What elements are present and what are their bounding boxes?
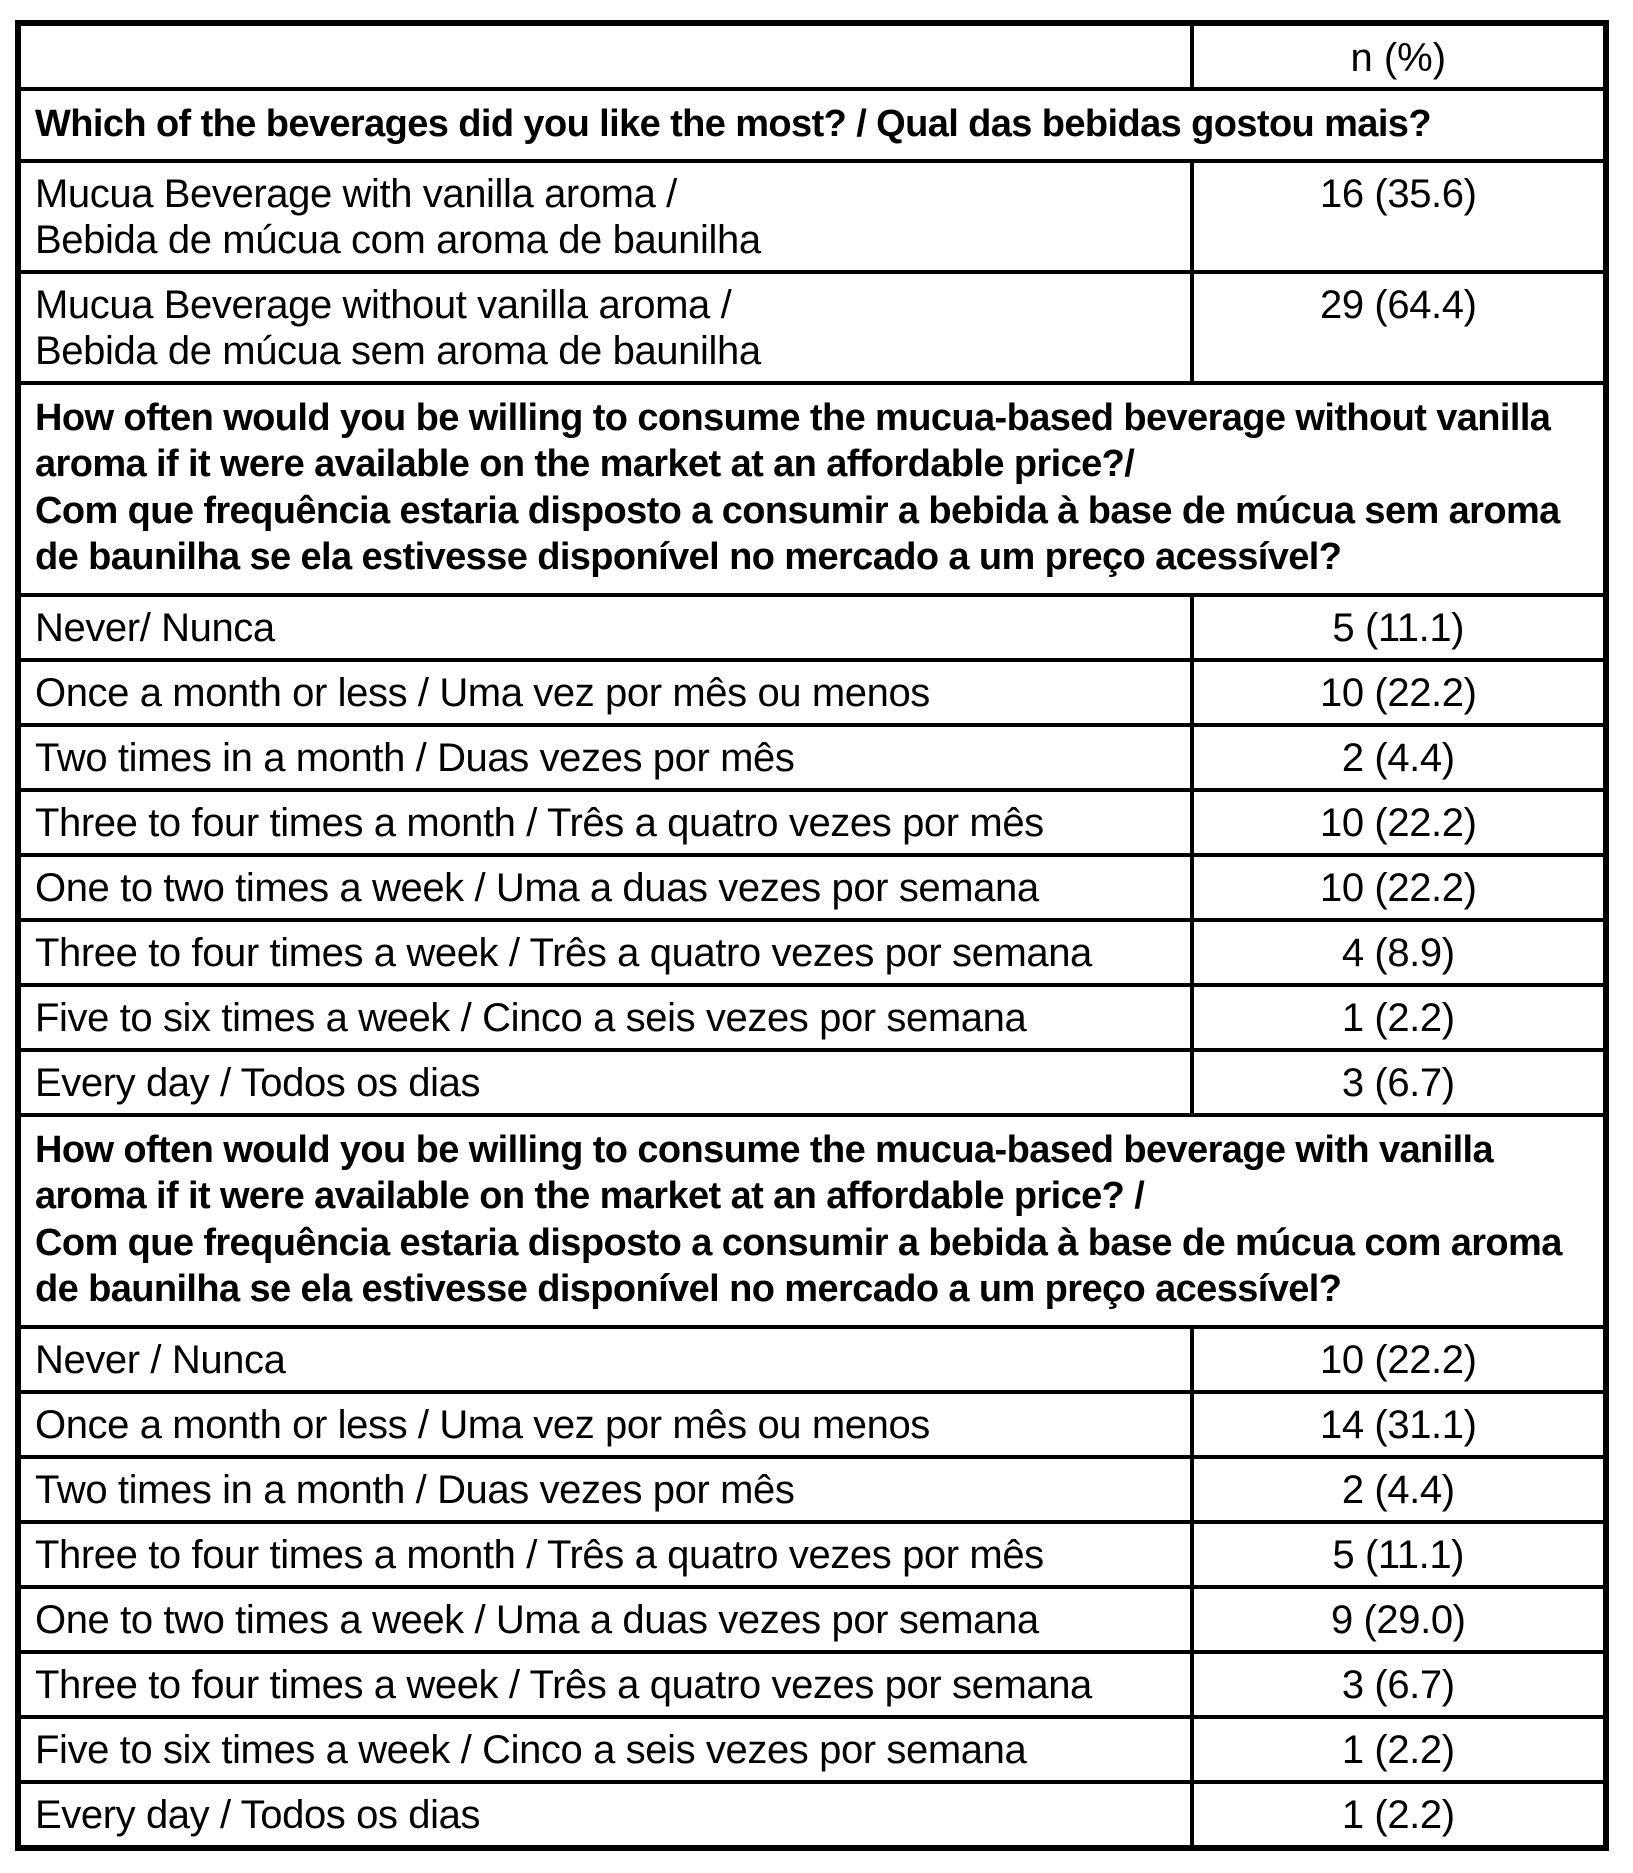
answer-row-three-four-month: Three to four times a month / Três a qua… [16,788,1609,857]
answer-row-once-month: Once a month or less / Uma vez por mês o… [16,1390,1609,1459]
answer-row-five-six-week: Five to six times a week / Cinco a seis … [16,1715,1609,1784]
answer-row-without-vanilla: Mucua Beverage without vanilla aroma / B… [16,270,1609,385]
answer-value-cell: 5 (11.1) [1189,1520,1609,1589]
answer-label-cell: Mucua Beverage with vanilla aroma / Bebi… [16,159,1194,274]
answer-label-cell: One to two times a week / Uma a duas vez… [16,1585,1194,1654]
answer-value-cell: 10 (22.2) [1189,853,1609,922]
answer-value-cell: 1 (2.2) [1189,1715,1609,1784]
answer-row-never: Never/ Nunca 5 (11.1) [16,593,1609,662]
table-header-row: n (%) [16,21,1609,91]
answer-row-three-four-month: Three to four times a month / Três a qua… [16,1520,1609,1589]
answer-row-one-two-week: One to two times a week / Uma a duas vez… [16,1585,1609,1654]
answer-row-with-vanilla: Mucua Beverage with vanilla aroma / Bebi… [16,159,1609,274]
answer-label-cell: Five to six times a week / Cinco a seis … [16,1715,1194,1784]
answer-label-cell: Mucua Beverage without vanilla aroma / B… [16,270,1194,385]
answer-row-never: Never / Nunca 10 (22.2) [16,1325,1609,1394]
answer-row-every-day: Every day / Todos os dias 1 (2.2) [16,1780,1609,1850]
header-n-percent-cell: n (%) [1189,21,1609,91]
answer-label-cell: Five to six times a week / Cinco a seis … [16,983,1194,1052]
answer-value-cell: 3 (6.7) [1189,1650,1609,1719]
answer-value-cell: 10 (22.2) [1189,1325,1609,1394]
answer-label-cell: Three to four times a month / Três a qua… [16,1520,1194,1589]
answer-value-cell: 1 (2.2) [1189,983,1609,1052]
answer-value-cell: 14 (31.1) [1189,1390,1609,1459]
answer-value-cell: 16 (35.6) [1189,159,1609,274]
answer-label-cell: Every day / Todos os dias [16,1048,1194,1117]
answer-row-three-four-week: Three to four times a week / Três a quat… [16,918,1609,987]
answer-value-cell: 4 (8.9) [1189,918,1609,987]
survey-results-table: n (%) Which of the beverages did you lik… [15,20,1609,1851]
answer-row-once-month: Once a month or less / Uma vez por mês o… [16,658,1609,727]
answer-label-cell: Three to four times a month / Três a qua… [16,788,1194,857]
answer-label-cell: Once a month or less / Uma vez por mês o… [16,658,1194,727]
answer-row-every-day: Every day / Todos os dias 3 (6.7) [16,1048,1609,1117]
answer-row-one-two-week: One to two times a week / Uma a duas vez… [16,853,1609,922]
answer-value-cell: 2 (4.4) [1189,1455,1609,1524]
question-row-frequency-with-vanilla: How often would you be willing to consum… [16,1113,1608,1329]
question-row-frequency-without-vanilla: How often would you be willing to consum… [16,381,1608,597]
answer-value-cell: 29 (64.4) [1189,270,1609,385]
answer-label-cell: Three to four times a week / Três a quat… [16,918,1194,987]
answer-label-cell: Once a month or less / Uma vez por mês o… [16,1390,1194,1459]
answer-label-cell: One to two times a week / Uma a duas vez… [16,853,1194,922]
answer-label-cell: Three to four times a week / Três a quat… [16,1650,1194,1719]
answer-label-cell: Two times in a month / Duas vezes por mê… [16,1455,1194,1524]
answer-value-cell: 3 (6.7) [1189,1048,1609,1117]
header-empty-cell [16,21,1194,91]
answer-label-cell: Every day / Todos os dias [16,1780,1194,1850]
answer-row-two-times-month: Two times in a month / Duas vezes por mê… [16,1455,1609,1524]
answer-value-cell: 1 (2.2) [1189,1780,1609,1850]
question-cell: Which of the beverages did you like the … [16,87,1608,163]
answer-value-cell: 10 (22.2) [1189,788,1609,857]
answer-value-cell: 2 (4.4) [1189,723,1609,792]
answer-label-cell: Never / Nunca [16,1325,1194,1394]
answer-value-cell: 5 (11.1) [1189,593,1609,662]
answer-row-three-four-week: Three to four times a week / Três a quat… [16,1650,1609,1719]
question-row-beverage-preference: Which of the beverages did you like the … [16,87,1608,163]
answer-value-cell: 9 (29.0) [1189,1585,1609,1654]
answer-label-cell: Two times in a month / Duas vezes por mê… [16,723,1194,792]
question-cell: How often would you be willing to consum… [16,1113,1608,1329]
question-cell: How often would you be willing to consum… [16,381,1608,597]
answer-value-cell: 10 (22.2) [1189,658,1609,727]
answer-row-two-times-month: Two times in a month / Duas vezes por mê… [16,723,1609,792]
answer-row-five-six-week: Five to six times a week / Cinco a seis … [16,983,1609,1052]
answer-label-cell: Never/ Nunca [16,593,1194,662]
